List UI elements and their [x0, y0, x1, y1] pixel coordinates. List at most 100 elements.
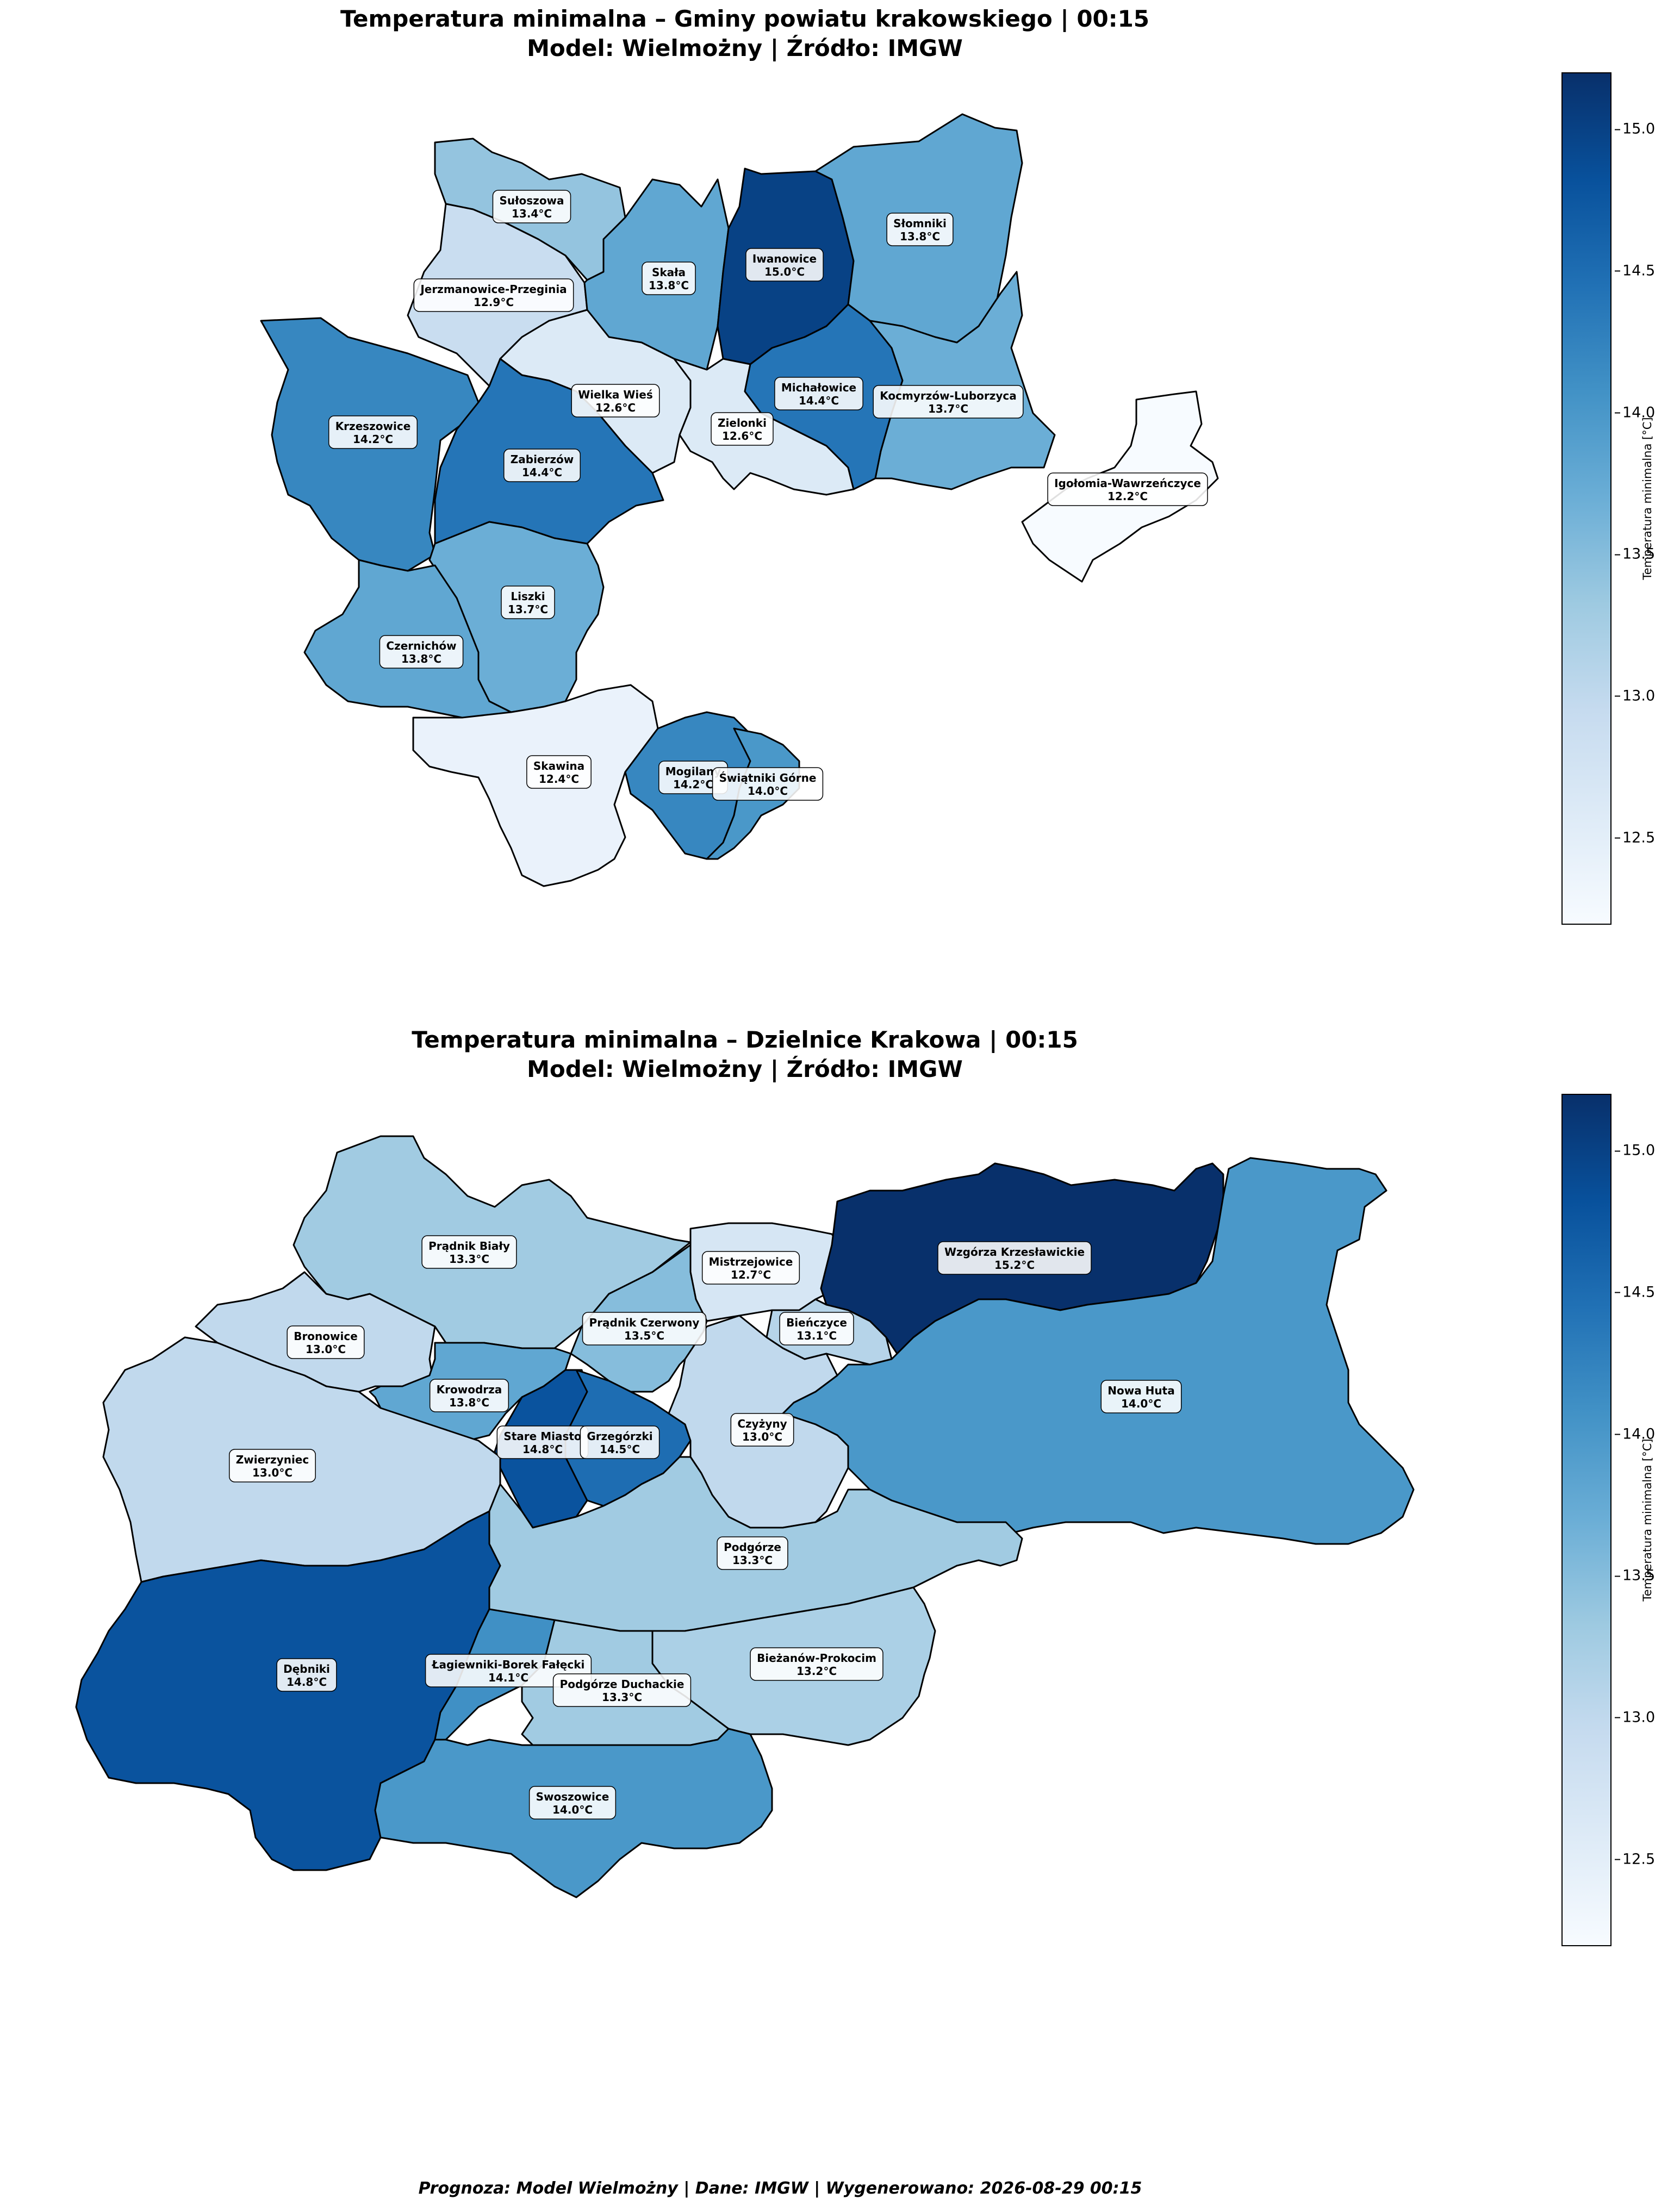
region-name: Czyżyny	[737, 1417, 787, 1430]
region-name: Krowodrza	[437, 1383, 502, 1396]
region-value: 14.4°C	[522, 466, 562, 479]
region-value: 14.8°C	[287, 1675, 327, 1689]
region-value: 15.2°C	[994, 1259, 1035, 1272]
region-name: Bieńczyce	[786, 1316, 847, 1329]
region-name: Łagiewniki-Borek Fałęcki	[432, 1658, 585, 1671]
colorbar-tick: 14.0	[1614, 404, 1656, 421]
region-value: 14.0°C	[748, 784, 788, 798]
region-name: Sułoszowa	[499, 194, 564, 207]
footer-credits: Prognoza: Model Wielmożny | Dane: IMGW |…	[418, 2179, 1142, 2198]
region-name: Wzgórza Krzesławickie	[944, 1245, 1085, 1259]
colorbar-tick: 15.0	[1614, 120, 1656, 138]
bottom-title-line1: Temperatura minimalna – Dzielnice Krakow…	[412, 1026, 1078, 1053]
colorbar-tick: 14.5	[1614, 1284, 1656, 1301]
region-name: Liszki	[511, 590, 545, 603]
top-map-title: Temperatura minimalna – Gminy powiatu kr…	[0, 4, 1490, 63]
region-value: 14.0°C	[552, 1803, 593, 1816]
region-value: 13.0°C	[742, 1430, 782, 1443]
region-value: 13.7°C	[928, 402, 968, 415]
region-value: 14.1°C	[488, 1671, 528, 1684]
region-name: Jerzmanowice-Przeginia	[419, 283, 567, 296]
top-colorbar	[1561, 72, 1611, 925]
region-value: 12.6°C	[595, 401, 636, 414]
region-name: Świątniki Górne	[719, 771, 817, 784]
region-name: Michałowice	[781, 381, 856, 394]
colorbar-tick: 13.5	[1614, 1567, 1656, 1584]
region-name: Skała	[652, 266, 686, 279]
region-name: Iwanowice	[752, 252, 817, 265]
region-name: Podgórze	[724, 1541, 781, 1554]
region-name: Grzegórzki	[587, 1430, 652, 1443]
bottom-title-line2: Model: Wielmożny | Źródło: IMGW	[527, 1056, 963, 1082]
region-name: Zwierzyniec	[236, 1453, 309, 1466]
region-value: 13.2°C	[797, 1665, 837, 1678]
region-name: Krzeszowice	[335, 420, 411, 433]
region-nowa-huta	[782, 1157, 1415, 1545]
region-name: Kocmyrzów-Luborzyca	[880, 389, 1017, 402]
top-colorbar-label: Temperatura minimalna [°C]	[1641, 417, 1654, 580]
region-name: Mistrzejowice	[709, 1255, 793, 1268]
colorbar-tick: 13.0	[1614, 687, 1656, 705]
region-name: Dębniki	[283, 1662, 330, 1675]
region-value: 13.8°C	[449, 1396, 489, 1409]
bottom-colorbar-ticks: 15.0 14.5 14.0 13.5 13.0 12.5	[1614, 1094, 1666, 1944]
region-value: 13.8°C	[401, 652, 441, 665]
region-name: Bieżanów-Prokocim	[757, 1652, 876, 1665]
region-value: 15.0°C	[764, 265, 805, 278]
region-value: 14.0°C	[1121, 1397, 1161, 1410]
region-value: 13.3°C	[732, 1554, 773, 1567]
region-name: Wielka Wieś	[578, 388, 652, 401]
region-name: Nowa Huta	[1107, 1384, 1174, 1397]
region-name: Czernichów	[386, 639, 456, 652]
region-value: 13.3°C	[602, 1691, 642, 1704]
region-value: 14.5°C	[600, 1443, 640, 1456]
colorbar-tick: 12.5	[1614, 1851, 1656, 1868]
region-value: 12.2°C	[1107, 490, 1148, 503]
region-value: 14.8°C	[522, 1443, 563, 1456]
region-name: Stare Miasto	[503, 1430, 581, 1443]
region-value: 12.6°C	[722, 429, 762, 443]
colorbar-tick: 14.5	[1614, 262, 1656, 279]
region-value: 13.1°C	[797, 1329, 837, 1342]
region-value: 13.0°C	[252, 1466, 293, 1479]
region-value: 13.3°C	[449, 1253, 489, 1266]
region-value: 14.4°C	[799, 394, 839, 407]
region-value: 13.8°C	[900, 230, 940, 243]
region-value: 13.8°C	[649, 279, 689, 292]
region-value: 13.4°C	[512, 207, 552, 220]
bottom-map-title: Temperatura minimalna – Dzielnice Krakow…	[0, 1025, 1490, 1084]
colorbar-tick: 13.0	[1614, 1709, 1656, 1726]
region-name: Prądnik Czerwony	[589, 1316, 700, 1329]
region-name: Podgórze Duchackie	[560, 1678, 685, 1691]
region-name: Prądnik Biały	[428, 1239, 510, 1253]
